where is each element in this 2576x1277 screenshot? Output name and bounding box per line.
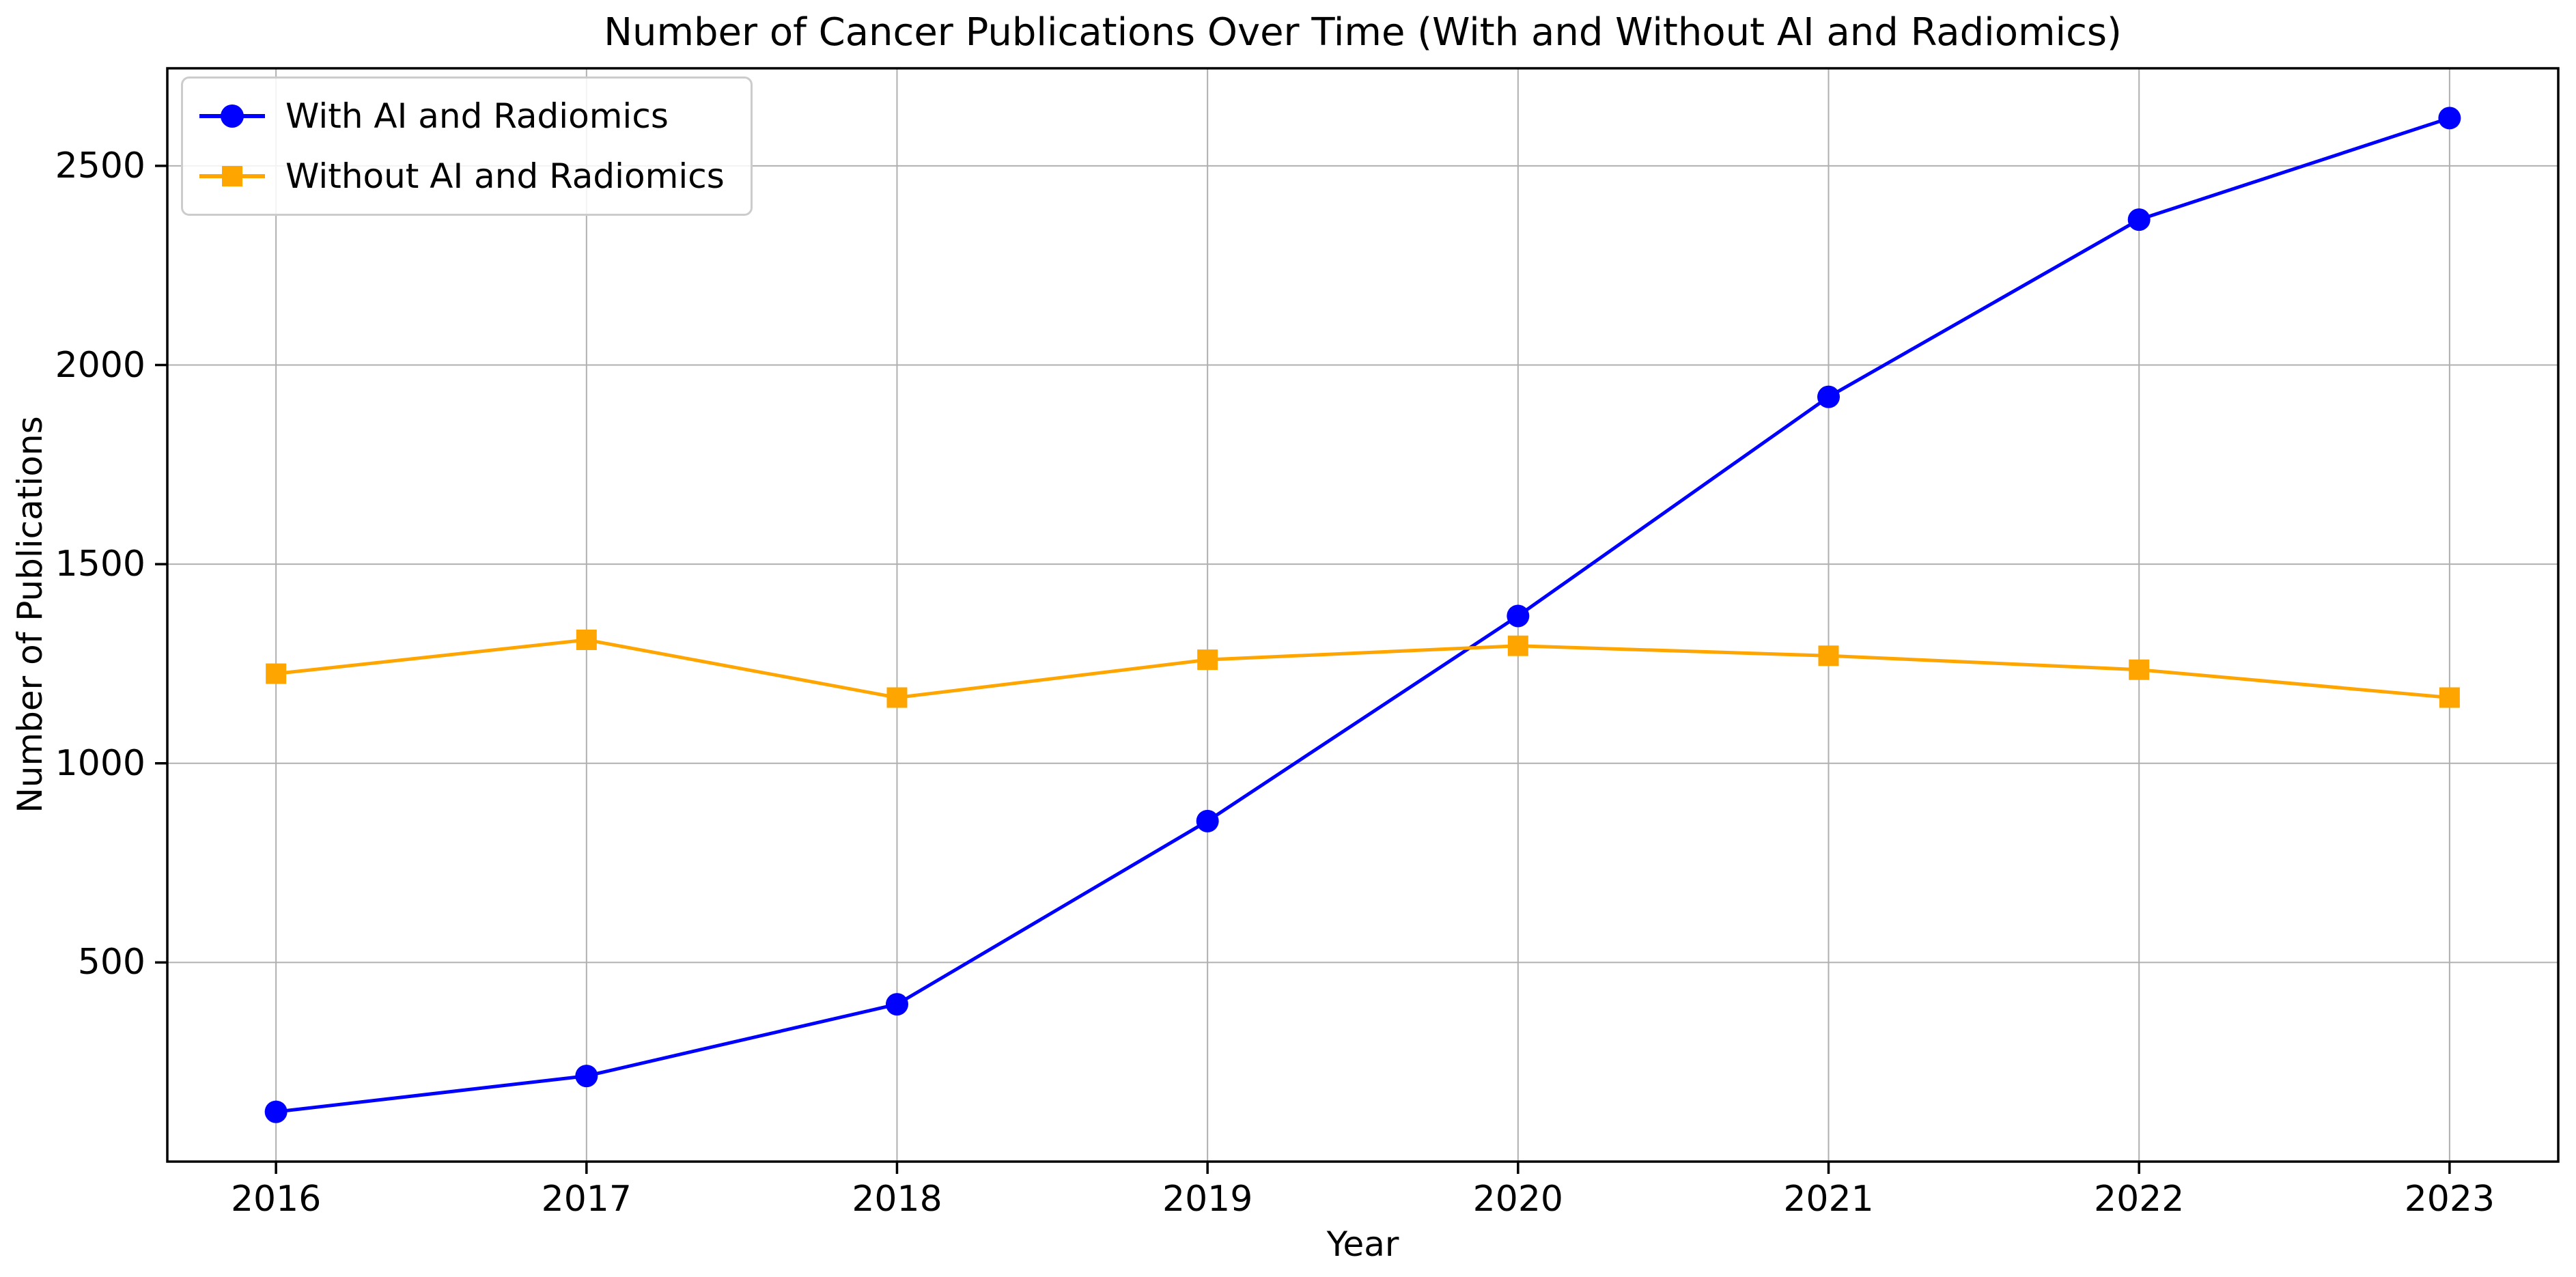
x-tick-label-2019: 2019 [1162, 1179, 1253, 1220]
data-point-marker [2127, 208, 2151, 231]
x-tick-label-2022: 2022 [2094, 1179, 2185, 1220]
data-point-marker [1507, 635, 1528, 656]
data-point-marker [2438, 107, 2461, 130]
data-point-marker [1196, 809, 1219, 832]
legend-label: Without AI and Radiomics [285, 156, 725, 196]
circle-marker-icon [221, 104, 244, 128]
chart-title: Number of Cancer Publications Over Time … [604, 10, 2122, 55]
data-point-marker [576, 629, 597, 650]
series-line-1 [274, 638, 2452, 700]
y-tick-label-1000: 1000 [55, 742, 145, 784]
y-tick-label-2500: 2500 [55, 145, 145, 186]
series-line-0 [274, 116, 2452, 1114]
data-point-marker [1818, 645, 1839, 666]
data-point-marker [1197, 649, 1218, 671]
y-tick-label-2000: 2000 [55, 344, 145, 386]
data-point-marker [885, 993, 908, 1016]
x-tick-label-2023: 2023 [2404, 1179, 2495, 1220]
x-tick-label-2016: 2016 [230, 1179, 322, 1220]
data-point-marker [886, 687, 908, 708]
legend: With AI and Radiomics Without AI and Rad… [181, 76, 753, 216]
data-point-marker [1817, 385, 1840, 408]
data-point-marker [264, 1100, 288, 1123]
data-point-marker [575, 1065, 598, 1088]
legend-item-with-ai: With AI and Radiomics [199, 89, 725, 143]
x-tick-label-2020: 2020 [1472, 1179, 1563, 1220]
x-tick-label-2021: 2021 [1783, 1179, 1874, 1220]
x-tick-label-2017: 2017 [541, 1179, 632, 1220]
legend-sample-with-ai [199, 102, 265, 130]
legend-item-without-ai: Without AI and Radiomics [199, 150, 725, 203]
data-point-marker [2129, 659, 2150, 680]
plot-border [166, 67, 2560, 1163]
x-tick-label-2018: 2018 [852, 1179, 942, 1220]
data-point-marker [266, 663, 287, 684]
y-tick-label-1500: 1500 [55, 544, 145, 585]
data-point-marker [1507, 604, 1530, 628]
legend-sample-without-ai [199, 163, 265, 190]
legend-label: With AI and Radiomics [285, 96, 669, 136]
x-axis-label: Year [1326, 1224, 1399, 1264]
y-tick-label-500: 500 [77, 942, 145, 983]
data-point-marker [2439, 687, 2460, 708]
square-marker-icon [222, 166, 242, 186]
